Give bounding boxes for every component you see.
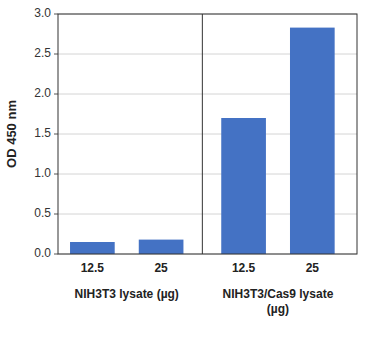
x-tick-label: 25 bbox=[306, 261, 320, 275]
group-label: NIH3T3 lysate (µg) bbox=[75, 287, 179, 301]
bar bbox=[70, 242, 115, 254]
grid bbox=[58, 14, 357, 254]
y-tick bbox=[54, 14, 58, 15]
plot-frame bbox=[58, 14, 357, 254]
y-tick bbox=[54, 134, 58, 135]
y-tick-label: 2.5 bbox=[34, 46, 51, 60]
bar bbox=[290, 28, 335, 254]
y-axis-label: OD 450 nm bbox=[4, 100, 19, 168]
y-tick bbox=[54, 54, 58, 55]
y-tick bbox=[54, 214, 58, 215]
y-tick-label: 1.5 bbox=[34, 126, 51, 140]
y-tick-label: 0.5 bbox=[34, 206, 51, 220]
y-tick bbox=[54, 174, 58, 175]
y-tick-label: 0.0 bbox=[34, 246, 51, 260]
y-tick bbox=[54, 254, 58, 255]
x-tick-label: 12.5 bbox=[81, 261, 105, 275]
y-tick bbox=[54, 94, 58, 95]
chart-container: 0.0 0.5 1.0 1.5 2.0 2.5 3.0 12.5 25 12.5 25 NIH3T3 … bbox=[0, 0, 369, 346]
y-tick-label: 2.0 bbox=[34, 86, 51, 100]
bar bbox=[139, 240, 184, 254]
chart-svg: 0.0 0.5 1.0 1.5 2.0 2.5 3.0 12.5 25 12.5 25 NIH3T3 … bbox=[0, 0, 369, 346]
group-label: NIH3T3/Cas9 lysate(µg) bbox=[223, 287, 334, 316]
x-axis: 12.5 25 12.5 25 NIH3T3 lysate (µg) NIH3T3/Cas… bbox=[75, 261, 334, 316]
bar bbox=[221, 118, 266, 254]
y-tick-label: 1.0 bbox=[34, 166, 51, 180]
x-tick-label: 25 bbox=[154, 261, 168, 275]
y-axis: 0.0 0.5 1.0 1.5 2.0 2.5 3.0 bbox=[34, 6, 58, 260]
x-tick-label: 12.5 bbox=[232, 261, 256, 275]
group-divider bbox=[202, 14, 203, 254]
y-tick-label: 3.0 bbox=[34, 6, 51, 20]
